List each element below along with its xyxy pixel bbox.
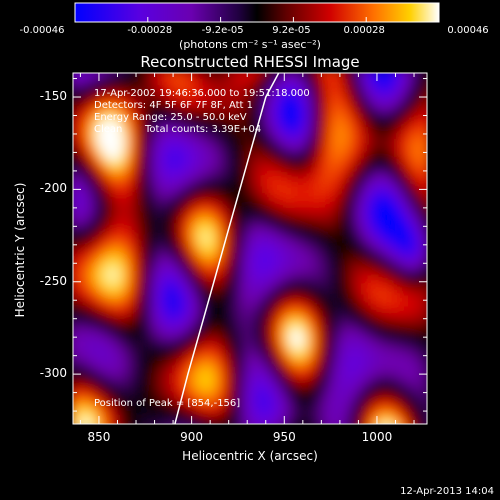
chart-title: Reconstructed RHESSI Image — [140, 53, 360, 71]
colorbar-tick-label: -0.00046 — [19, 25, 65, 36]
plot-frame — [72, 72, 428, 425]
y-tick-label: -300 — [39, 366, 67, 381]
footer-timestamp: 12-Apr-2013 14:04 — [400, 486, 494, 497]
colorbar-tick-label: 0.00046 — [447, 25, 489, 36]
colorbar — [74, 2, 440, 23]
colorbar-tick-label: -9.2e-05 — [201, 25, 244, 36]
colorbar-tick-label: 0.00028 — [343, 25, 385, 36]
axis-ticks — [73, 73, 427, 424]
y-tick-label: -250 — [39, 273, 67, 288]
y-tick-label: -200 — [39, 181, 67, 196]
energy-range-label: Energy Range: 25.0 - 50.0 keV — [94, 112, 247, 123]
time-range-label: 17-Apr-2002 19:46:36.000 to 19:51:18.000 — [94, 88, 310, 99]
colorbar-tick-label: -0.00028 — [127, 25, 173, 36]
x-tick-label: 850 — [87, 430, 111, 444]
colorbar-ticks — [147, 17, 367, 22]
solar-limb-curve — [174, 73, 280, 424]
clean-method-label: Clean — [94, 124, 123, 135]
heatmap-image — [73, 73, 427, 424]
total-counts-label: Total counts: 3.39E+04 — [145, 124, 262, 135]
x-tick-label: 900 — [180, 430, 204, 444]
colorbar-unit-label: (photons cm⁻² s⁻¹ asec⁻²) — [179, 38, 321, 51]
x-tick-label: 1000 — [361, 430, 393, 444]
plot-area — [72, 72, 428, 425]
x-tick-label: 950 — [272, 430, 296, 444]
detectors-label: Detectors: 4F 5F 6F 7F 8F, Att 1 — [94, 100, 254, 111]
x-axis-label: Heliocentric X (arcsec) — [182, 449, 318, 463]
y-tick-label: -150 — [39, 89, 67, 104]
y-axis-label: Heliocentric Y (arcsec) — [13, 182, 27, 318]
peak-position-label: Position of Peak = [854,-156] — [94, 398, 241, 409]
colorbar-tick-label: 9.2e-05 — [272, 25, 311, 36]
